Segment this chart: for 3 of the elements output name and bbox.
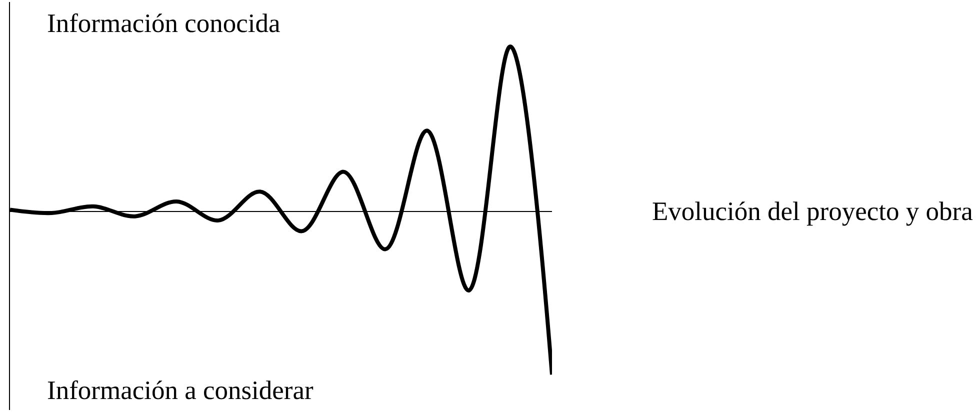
text: Información a considerar bbox=[47, 375, 314, 405]
x-axis-title: Evolución del proyecto y obra bbox=[652, 196, 974, 226]
text: Información conocida bbox=[47, 8, 280, 38]
